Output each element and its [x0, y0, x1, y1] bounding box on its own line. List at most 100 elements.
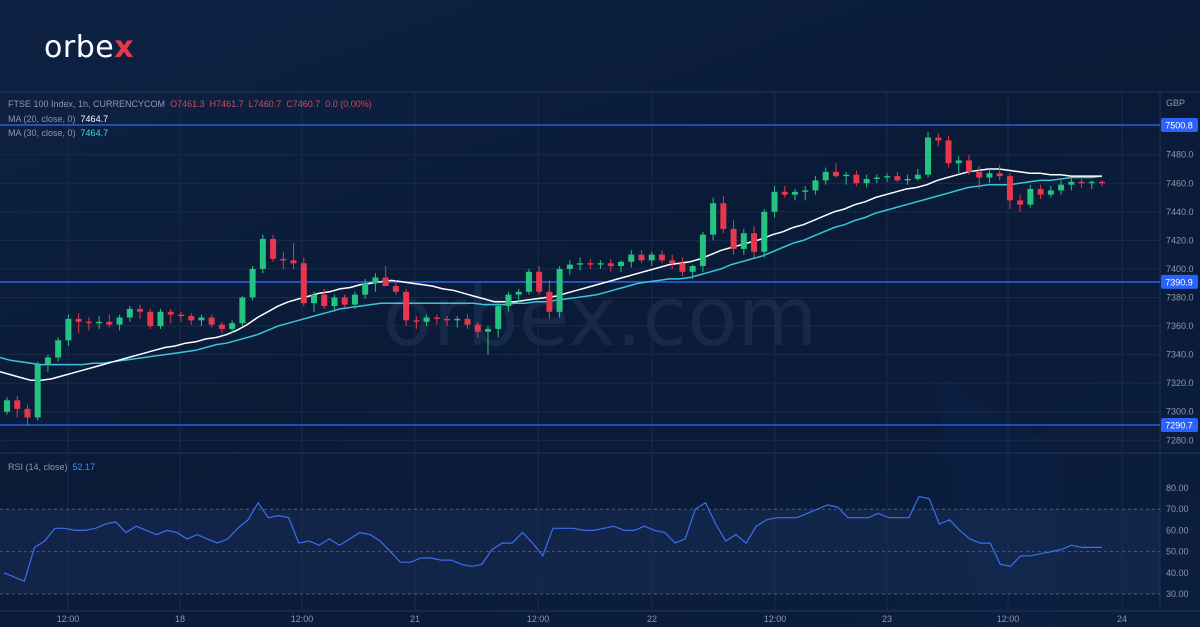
ohlc-change: 0.0 (0.00%) [325, 99, 372, 109]
candle [781, 191, 788, 195]
candle [290, 260, 297, 264]
orbex-logo: orbex [44, 30, 134, 65]
candle [965, 160, 972, 172]
logo-main: orbe [44, 30, 115, 65]
candle [433, 317, 440, 319]
candle [751, 233, 758, 252]
candle [464, 318, 471, 325]
candle [75, 318, 82, 322]
candle [137, 308, 144, 312]
watermark-text: orbex.com [383, 270, 818, 365]
candle [761, 211, 768, 252]
candle [976, 171, 983, 178]
candle [587, 263, 594, 265]
x-tick-label: 22 [647, 614, 657, 624]
ohlc-low: L7460.7 [248, 99, 282, 109]
candle [259, 238, 266, 269]
candle [648, 254, 655, 261]
candle [14, 400, 21, 409]
candle [270, 238, 277, 259]
candle [311, 294, 318, 304]
logo-x: x [114, 30, 135, 65]
candle [341, 297, 348, 305]
candle [658, 254, 665, 261]
candle [607, 263, 614, 267]
candle [525, 271, 532, 292]
candle [239, 297, 246, 324]
candle [843, 174, 850, 177]
candle [331, 297, 338, 307]
candle [822, 171, 829, 181]
candle [300, 263, 307, 304]
x-tick-label: 21 [410, 614, 420, 624]
ma20-value: 7464.7 [80, 114, 109, 124]
ma20-legend[interactable]: MA (20, close, 0) 7464.7 [8, 114, 108, 124]
candle [1099, 181, 1105, 184]
candle [1017, 200, 1024, 205]
candle [24, 408, 31, 418]
y-tick-label: 7360.0 [1166, 321, 1194, 331]
candle [106, 321, 113, 325]
candle [699, 234, 706, 267]
x-tick-label: 12:00 [764, 614, 787, 624]
candle [495, 306, 502, 329]
y-tick-label: 7480.0 [1166, 150, 1194, 160]
rsi-tick-label: 70.00 [1166, 504, 1189, 514]
candle [566, 264, 573, 269]
ma30-legend[interactable]: MA (30, close, 0) 7464.7 [8, 128, 108, 138]
x-tick-label: 12:00 [527, 614, 550, 624]
candle [914, 174, 921, 179]
candle [403, 291, 410, 321]
candle [198, 317, 205, 321]
candle [812, 180, 819, 191]
candle [372, 277, 379, 284]
candle [96, 321, 103, 324]
candle [1037, 188, 1044, 195]
rsi-legend[interactable]: RSI (14, close) 52.17 [8, 462, 95, 472]
candle [638, 254, 645, 261]
candle [904, 178, 911, 181]
candle [413, 320, 420, 322]
candle [597, 263, 604, 265]
candle [34, 364, 41, 418]
x-tick-label: 12:00 [57, 614, 80, 624]
candle [1047, 190, 1054, 195]
candle [679, 263, 686, 272]
candle [832, 171, 839, 177]
y-tick-label: 7340.0 [1166, 350, 1194, 360]
rsi-label: RSI (14, close) [8, 462, 68, 472]
rsi-tick-label: 40.00 [1166, 568, 1189, 578]
candle [126, 308, 133, 318]
candle [1078, 181, 1085, 184]
rsi-tick-label: 50.00 [1166, 547, 1189, 557]
candle [873, 177, 880, 179]
currency-label: GBP [1166, 98, 1185, 108]
x-tick-label: 12:00 [291, 614, 314, 624]
candle [556, 268, 563, 312]
y-tick-label: 7460.0 [1166, 178, 1194, 188]
candle [935, 137, 942, 141]
candle [1006, 176, 1013, 201]
candle [730, 228, 737, 249]
candle [1068, 181, 1075, 185]
candle [392, 286, 399, 292]
candle [955, 160, 962, 164]
candle [771, 191, 778, 212]
rsi-tick-label: 30.00 [1166, 589, 1189, 599]
rsi-tick-label: 60.00 [1166, 525, 1189, 535]
level-tag [1161, 418, 1198, 432]
candle [177, 314, 184, 317]
candle [536, 271, 543, 292]
x-tick-label: 24 [1117, 614, 1127, 624]
candle [249, 268, 256, 298]
candle [116, 317, 123, 325]
candle [689, 266, 696, 272]
candle [628, 254, 635, 262]
candle [925, 137, 932, 175]
rsi-line [3, 495, 1102, 583]
ohlc-close: C7460.7 [286, 99, 321, 109]
x-tick-label: 12:00 [997, 614, 1020, 624]
level-tag [1161, 274, 1198, 289]
